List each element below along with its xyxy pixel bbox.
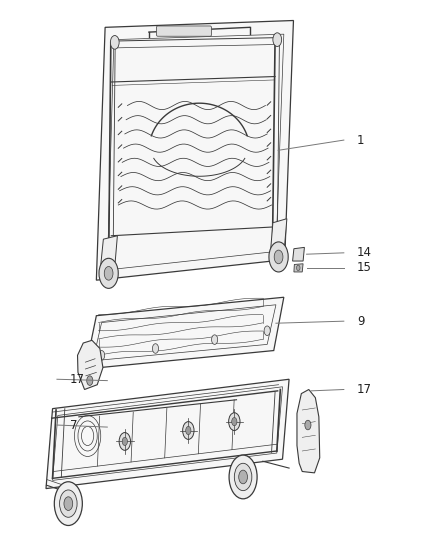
Circle shape (305, 420, 311, 430)
Text: 15: 15 (357, 261, 372, 274)
Circle shape (273, 33, 282, 46)
FancyBboxPatch shape (156, 26, 212, 36)
Circle shape (297, 265, 300, 271)
Circle shape (99, 259, 118, 288)
Circle shape (239, 470, 247, 484)
Polygon shape (271, 219, 287, 249)
Circle shape (229, 455, 257, 499)
Circle shape (60, 490, 77, 518)
Polygon shape (297, 390, 320, 473)
Circle shape (119, 433, 131, 450)
Circle shape (186, 426, 191, 434)
Circle shape (122, 438, 127, 446)
Polygon shape (293, 247, 304, 261)
Circle shape (232, 417, 237, 426)
Circle shape (229, 413, 240, 431)
Circle shape (104, 266, 113, 280)
Text: 17: 17 (70, 373, 85, 386)
Circle shape (64, 497, 73, 511)
Polygon shape (85, 297, 284, 369)
Polygon shape (101, 236, 117, 265)
Polygon shape (96, 20, 293, 280)
Text: 14: 14 (357, 246, 372, 260)
Circle shape (87, 376, 93, 385)
Text: 7: 7 (70, 418, 78, 432)
Polygon shape (78, 340, 103, 390)
Circle shape (234, 463, 252, 491)
Polygon shape (46, 379, 289, 489)
Circle shape (99, 351, 105, 360)
Circle shape (269, 242, 288, 272)
Circle shape (152, 344, 159, 353)
Text: 9: 9 (357, 314, 364, 328)
Circle shape (264, 326, 270, 335)
Circle shape (212, 335, 218, 344)
Text: 1: 1 (357, 134, 364, 147)
Circle shape (183, 422, 194, 439)
Circle shape (274, 250, 283, 264)
Polygon shape (294, 264, 303, 272)
Text: 17: 17 (357, 383, 372, 396)
Circle shape (54, 482, 82, 526)
Circle shape (110, 36, 119, 49)
